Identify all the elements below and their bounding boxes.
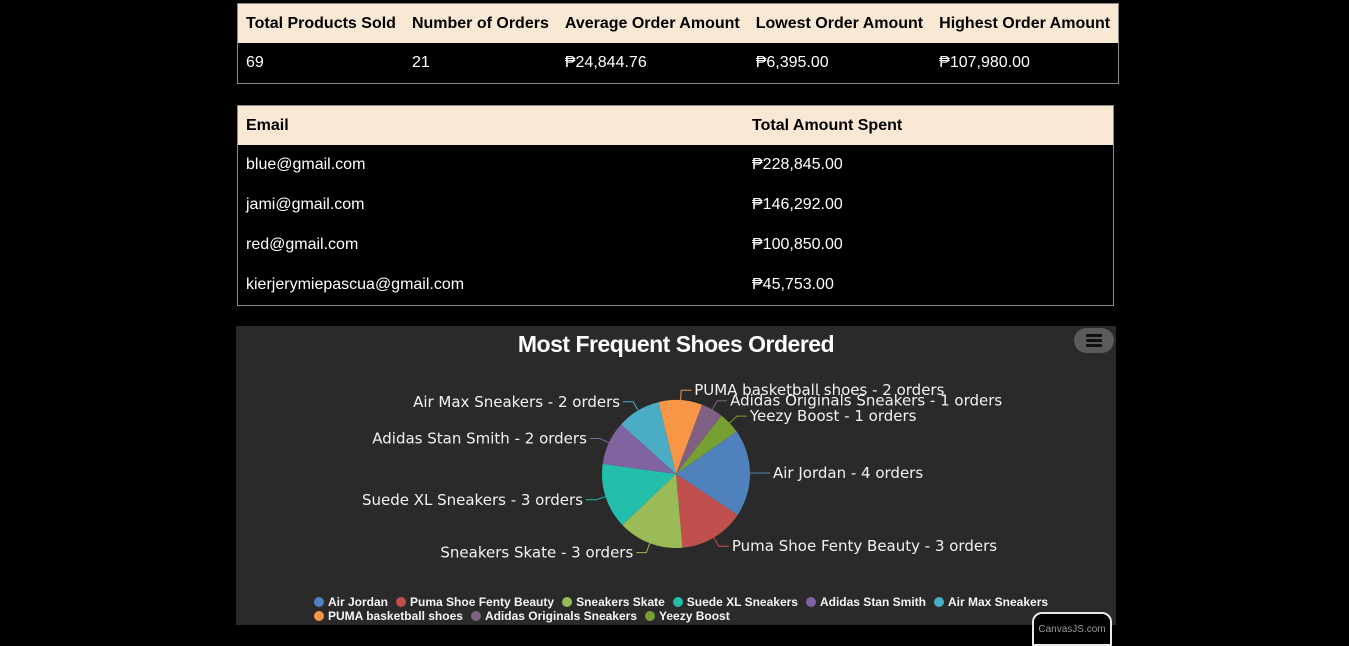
email-cell: red@gmail.com <box>238 225 745 265</box>
legend-item[interactable]: Yeezy Boost <box>645 609 730 623</box>
legend-marker-icon <box>673 597 683 607</box>
amount-cell: ₱45,753.00 <box>744 265 1114 306</box>
legend-marker-icon <box>396 597 406 607</box>
pie-slice-label: Adidas Stan Smith - 2 orders <box>372 430 587 448</box>
pie-label-leader-line <box>586 497 606 500</box>
legend-item[interactable]: Puma Shoe Fenty Beauty <box>396 595 554 609</box>
order-stats-table: Total Products Sold Number of Orders Ave… <box>237 3 1119 84</box>
column-header: Average Order Amount <box>557 4 748 44</box>
pie-chart-container: Most Frequent Shoes Ordered Air Jordan -… <box>236 326 1116 625</box>
legend-label: Yeezy Boost <box>659 609 730 623</box>
legend-label: Adidas Stan Smith <box>820 595 926 609</box>
legend-marker-icon <box>314 597 324 607</box>
amount-cell: ₱100,850.00 <box>744 225 1114 265</box>
legend-label: Puma Shoe Fenty Beauty <box>410 595 554 609</box>
table-row: red@gmail.com ₱100,850.00 <box>238 225 1114 265</box>
legend-item[interactable]: PUMA basketball shoes <box>314 609 463 623</box>
legend-item[interactable]: Air Max Sneakers <box>934 595 1048 609</box>
pie-label-leader-line <box>681 390 692 400</box>
legend-marker-icon <box>471 611 481 621</box>
legend-marker-icon <box>314 611 324 621</box>
chart-legend: Air Jordan Puma Shoe Fenty Beauty Sneakers… <box>314 595 1074 623</box>
legend-marker-icon <box>645 611 655 621</box>
pie-label-leader-line <box>636 543 650 552</box>
legend-item[interactable]: Suede XL Sneakers <box>673 595 798 609</box>
pie-slice-label: Suede XL Sneakers - 3 orders <box>362 491 583 509</box>
legend-label: PUMA basketball shoes <box>328 609 463 623</box>
legend-label: Air Jordan <box>328 595 388 609</box>
legend-label: Sneakers Skate <box>576 595 665 609</box>
pie-slice-label: Yeezy Boost - 1 orders <box>749 407 917 425</box>
pie-slice-label: Sneakers Skate - 3 orders <box>440 544 633 562</box>
amount-cell: ₱228,845.00 <box>744 145 1114 185</box>
pie-label-leader-line <box>590 439 609 443</box>
table-row: blue@gmail.com ₱228,845.00 <box>238 145 1114 185</box>
amount-cell: ₱146,292.00 <box>744 185 1114 225</box>
legend-marker-icon <box>806 597 816 607</box>
canvasjs-credit-link[interactable]: CanvasJS.com <box>1032 612 1112 646</box>
legend-item[interactable]: Sneakers Skate <box>562 595 665 609</box>
legend-label: Suede XL Sneakers <box>687 595 798 609</box>
pie-label-leader-line <box>714 538 729 547</box>
pie-slice-label: Air Jordan - 4 orders <box>773 464 923 482</box>
pie-label-leader-line <box>730 416 747 423</box>
table-header-row: Email Total Amount Spent <box>238 106 1114 146</box>
table-row: 69 21 ₱24,844.76 ₱6,395.00 ₱107,980.00 <box>238 43 1119 84</box>
table-row: kierjerymiepascua@gmail.com ₱45,753.00 <box>238 265 1114 306</box>
highest-order-amount-value: ₱107,980.00 <box>931 43 1118 84</box>
email-cell: jami@gmail.com <box>238 185 745 225</box>
legend-marker-icon <box>934 597 944 607</box>
column-header: Lowest Order Amount <box>748 4 931 44</box>
legend-item[interactable]: Adidas Stan Smith <box>806 595 926 609</box>
table-row: jami@gmail.com ₱146,292.00 <box>238 185 1114 225</box>
pie-label-leader-line <box>712 401 727 410</box>
top-spenders-table: Email Total Amount Spent blue@gmail.com … <box>237 105 1114 306</box>
column-header: Total Products Sold <box>238 4 404 44</box>
pie-chart: Air Jordan - 4 orders Puma Shoe Fenty Bea… <box>236 326 1116 594</box>
email-column-header: Email <box>238 106 745 146</box>
legend-item[interactable]: Adidas Originals Sneakers <box>471 609 637 623</box>
lowest-order-amount-value: ₱6,395.00 <box>748 43 931 84</box>
table-header-row: Total Products Sold Number of Orders Ave… <box>238 4 1119 44</box>
column-header: Highest Order Amount <box>931 4 1118 44</box>
total-products-sold-value: 69 <box>238 43 404 84</box>
pie-slice-label: Air Max Sneakers - 2 orders <box>413 393 620 411</box>
legend-marker-icon <box>562 597 572 607</box>
pie-label-leader-line <box>623 402 638 411</box>
number-of-orders-value: 21 <box>404 43 557 84</box>
pie-slice-label: Puma Shoe Fenty Beauty - 3 orders <box>732 537 997 555</box>
average-order-amount-value: ₱24,844.76 <box>557 43 748 84</box>
legend-item[interactable]: Air Jordan <box>314 595 388 609</box>
email-cell: kierjerymiepascua@gmail.com <box>238 265 745 306</box>
column-header: Number of Orders <box>404 4 557 44</box>
legend-label: Adidas Originals Sneakers <box>485 609 637 623</box>
legend-label: Air Max Sneakers <box>948 595 1048 609</box>
amount-column-header: Total Amount Spent <box>744 106 1114 146</box>
email-cell: blue@gmail.com <box>238 145 745 185</box>
